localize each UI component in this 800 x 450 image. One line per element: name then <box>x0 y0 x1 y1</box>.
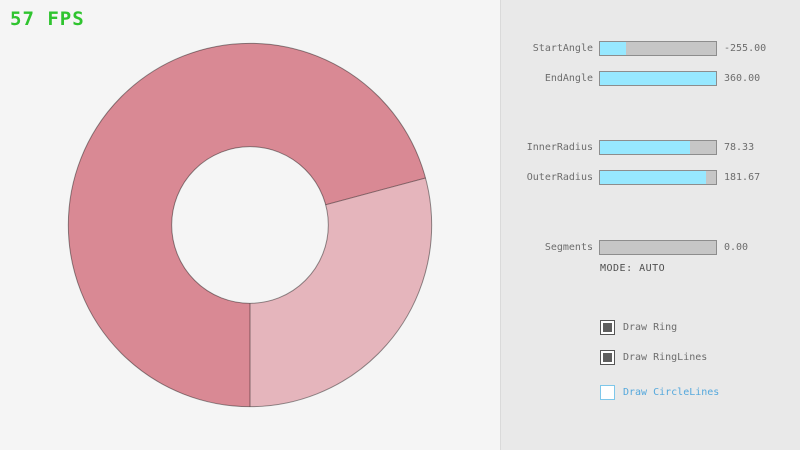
checkbox-icon <box>600 320 615 335</box>
startangle-slider-fill <box>600 42 626 55</box>
segments-value: 0.00 <box>724 242 749 253</box>
checkbox-draw-circlelines-label: Draw CircleLines <box>623 387 720 398</box>
checkbox-draw-ringlines[interactable]: Draw RingLines <box>600 350 707 365</box>
checkbox-draw-circlelines[interactable]: Draw CircleLines <box>600 385 719 400</box>
outerradius-slider-fill <box>600 171 706 184</box>
controls-panel: StartAngle -255.00 EndAngle 360.00 Inner… <box>500 0 800 450</box>
slider-row-startangle: StartAngle -255.00 <box>501 41 800 56</box>
startangle-slider[interactable] <box>599 41 717 56</box>
startangle-value: -255.00 <box>724 43 767 54</box>
endangle-label: EndAngle <box>544 73 593 84</box>
endangle-value: 360.00 <box>724 73 761 84</box>
checkbox-draw-ring-label: Draw Ring <box>623 322 678 333</box>
endangle-slider[interactable] <box>599 71 717 86</box>
endangle-slider-fill <box>600 72 716 85</box>
outerradius-slider[interactable] <box>599 170 717 185</box>
outerradius-value: 181.67 <box>724 172 761 183</box>
slider-row-endangle: EndAngle 360.00 <box>501 71 800 86</box>
innerradius-label: InnerRadius <box>526 142 593 153</box>
innerradius-slider[interactable] <box>599 140 717 155</box>
segments-label: Segments <box>544 242 593 253</box>
checkbox-draw-ring[interactable]: Draw Ring <box>600 320 677 335</box>
slider-row-innerradius: InnerRadius 78.33 <box>501 140 800 155</box>
innerradius-slider-fill <box>600 141 691 154</box>
fps-counter: 57 FPS <box>10 8 85 30</box>
slider-row-outerradius: OuterRadius 181.67 <box>501 170 800 185</box>
checkbox-icon <box>600 350 615 365</box>
ring-svg <box>67 42 433 408</box>
checkmark-fill-icon <box>603 323 612 332</box>
startangle-label: StartAngle <box>532 43 593 54</box>
checkbox-draw-ringlines-label: Draw RingLines <box>623 352 708 363</box>
mode-status-text: MODE: AUTO <box>600 263 666 274</box>
checkbox-icon <box>600 385 615 400</box>
segments-slider[interactable] <box>599 240 717 255</box>
checkmark-fill-icon <box>603 353 612 362</box>
innerradius-value: 78.33 <box>724 142 755 153</box>
slider-row-segments: Segments 0.00 <box>501 240 800 255</box>
outerradius-label: OuterRadius <box>526 172 593 183</box>
